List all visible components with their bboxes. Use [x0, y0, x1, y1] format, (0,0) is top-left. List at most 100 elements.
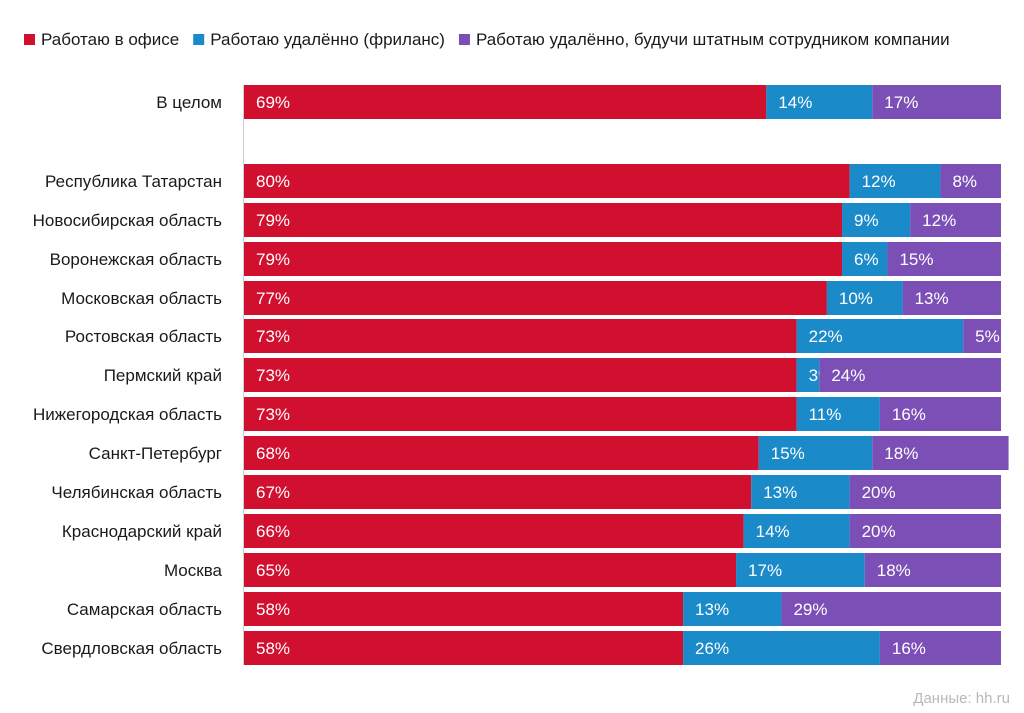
- bar-segment: [819, 358, 1001, 392]
- legend-swatch: [458, 34, 470, 45]
- data-label: 69%: [256, 93, 290, 112]
- data-label: 24%: [831, 366, 865, 385]
- data-label: 18%: [877, 561, 911, 580]
- bar-segment: [781, 592, 1001, 626]
- bar-segment: [244, 164, 850, 198]
- data-label: 67%: [256, 483, 290, 502]
- bar-segment: [244, 553, 737, 587]
- category-label: Новосибирская область: [33, 211, 222, 230]
- data-label: 14%: [778, 93, 812, 112]
- bar-segment: [758, 436, 873, 470]
- data-label: 58%: [256, 600, 290, 619]
- legend-swatch: [24, 34, 35, 45]
- bar-segment: [842, 242, 888, 276]
- bar-segment: [244, 319, 797, 353]
- data-label: 18%: [884, 444, 918, 463]
- bar-segment: [910, 203, 1001, 237]
- data-label: 73%: [256, 327, 290, 346]
- bar-segment: [872, 85, 1001, 119]
- bar-segment: [244, 85, 767, 119]
- data-label: 22%: [809, 327, 843, 346]
- bar-segment: [736, 553, 865, 587]
- bar-segment: [879, 631, 1001, 665]
- bar-segment: [796, 358, 820, 392]
- bar-segment: [849, 514, 1001, 548]
- category-label: Пермский край: [104, 366, 222, 385]
- data-label: 14%: [756, 522, 790, 541]
- bar-segment: [244, 281, 827, 315]
- data-label: 68%: [256, 444, 290, 463]
- data-label: 80%: [256, 172, 290, 191]
- bar-segment: [963, 319, 1001, 353]
- data-label: 15%: [771, 444, 805, 463]
- data-label: 79%: [256, 211, 290, 230]
- bar-segment: [849, 475, 1001, 509]
- bar-segment: [244, 436, 759, 470]
- data-label: 20%: [862, 483, 896, 502]
- bar-segment: [751, 475, 850, 509]
- data-label: 20%: [862, 522, 896, 541]
- bar-segment: [879, 397, 1001, 431]
- data-label: 12%: [862, 172, 896, 191]
- data-label: 13%: [695, 600, 729, 619]
- category-label: Московская область: [61, 289, 222, 308]
- legend-label: Работаю удалённо, будучи штатным сотрудн…: [476, 30, 950, 49]
- category-label: Челябинская область: [51, 483, 222, 502]
- bar-segment: [683, 631, 880, 665]
- data-label: 12%: [922, 211, 956, 230]
- bar-segment: [244, 358, 797, 392]
- bar-segment: [244, 475, 752, 509]
- data-label: 26%: [695, 639, 729, 658]
- bar-segment: [766, 85, 873, 119]
- data-label: 11%: [809, 405, 842, 424]
- legend-label: Работаю в офисе: [41, 30, 179, 49]
- data-label: 65%: [256, 561, 290, 580]
- data-label: 10%: [839, 289, 873, 308]
- bar-segment: [683, 592, 782, 626]
- category-labels: В целом Республика Татарстан Новосибирская…: [33, 93, 223, 658]
- bar-segment: [244, 514, 744, 548]
- category-label: В целом: [156, 93, 222, 112]
- legend-swatch: [193, 34, 205, 45]
- bar-segment: [743, 514, 850, 548]
- data-label: 15%: [899, 250, 933, 269]
- bar-segment: [244, 397, 797, 431]
- data-label: 73%: [256, 405, 290, 424]
- bar-segment: [796, 397, 880, 431]
- data-label: 66%: [256, 522, 290, 541]
- category-label: Краснодарский край: [62, 522, 222, 541]
- bars: 69% 14% 17% 80% 12% 8% 79% 9% 12% 79% 6% 15% 77% 10% 1…: [244, 85, 1009, 665]
- bar-segment: [842, 203, 911, 237]
- bar-segment: [244, 203, 843, 237]
- category-label: Республика Татарстан: [45, 172, 222, 191]
- legend: Работаю в офисе Работаю удалённо (фриланс…: [24, 30, 950, 49]
- bar-segment: [849, 164, 941, 198]
- data-label: 58%: [256, 639, 290, 658]
- category-label: Самарская область: [67, 600, 222, 619]
- data-label: 29%: [793, 600, 827, 619]
- bar-segment: [872, 436, 1009, 470]
- bar-segment: [826, 281, 903, 315]
- bar-segment: [244, 592, 684, 626]
- bar-segment: [244, 242, 843, 276]
- data-label: 17%: [748, 561, 782, 580]
- data-label: 13%: [915, 289, 949, 308]
- data-label: 6%: [854, 250, 879, 269]
- data-label: 73%: [256, 366, 290, 385]
- bar-segment: [244, 631, 684, 665]
- data-label: 17%: [884, 93, 918, 112]
- bar-segment: [940, 164, 1001, 198]
- category-label: Санкт-Петербург: [89, 444, 222, 463]
- bar-segment: [796, 319, 964, 353]
- data-label: 79%: [256, 250, 290, 269]
- bar-segment: [902, 281, 1001, 315]
- data-label: 5%: [975, 327, 1000, 346]
- data-label: 9%: [854, 211, 879, 230]
- data-label: 77%: [256, 289, 290, 308]
- data-label: 16%: [892, 405, 926, 424]
- category-label: Свердловская область: [41, 639, 222, 658]
- bar-segment: [887, 242, 1001, 276]
- data-label: 13%: [763, 483, 797, 502]
- bar-segment: [864, 553, 1001, 587]
